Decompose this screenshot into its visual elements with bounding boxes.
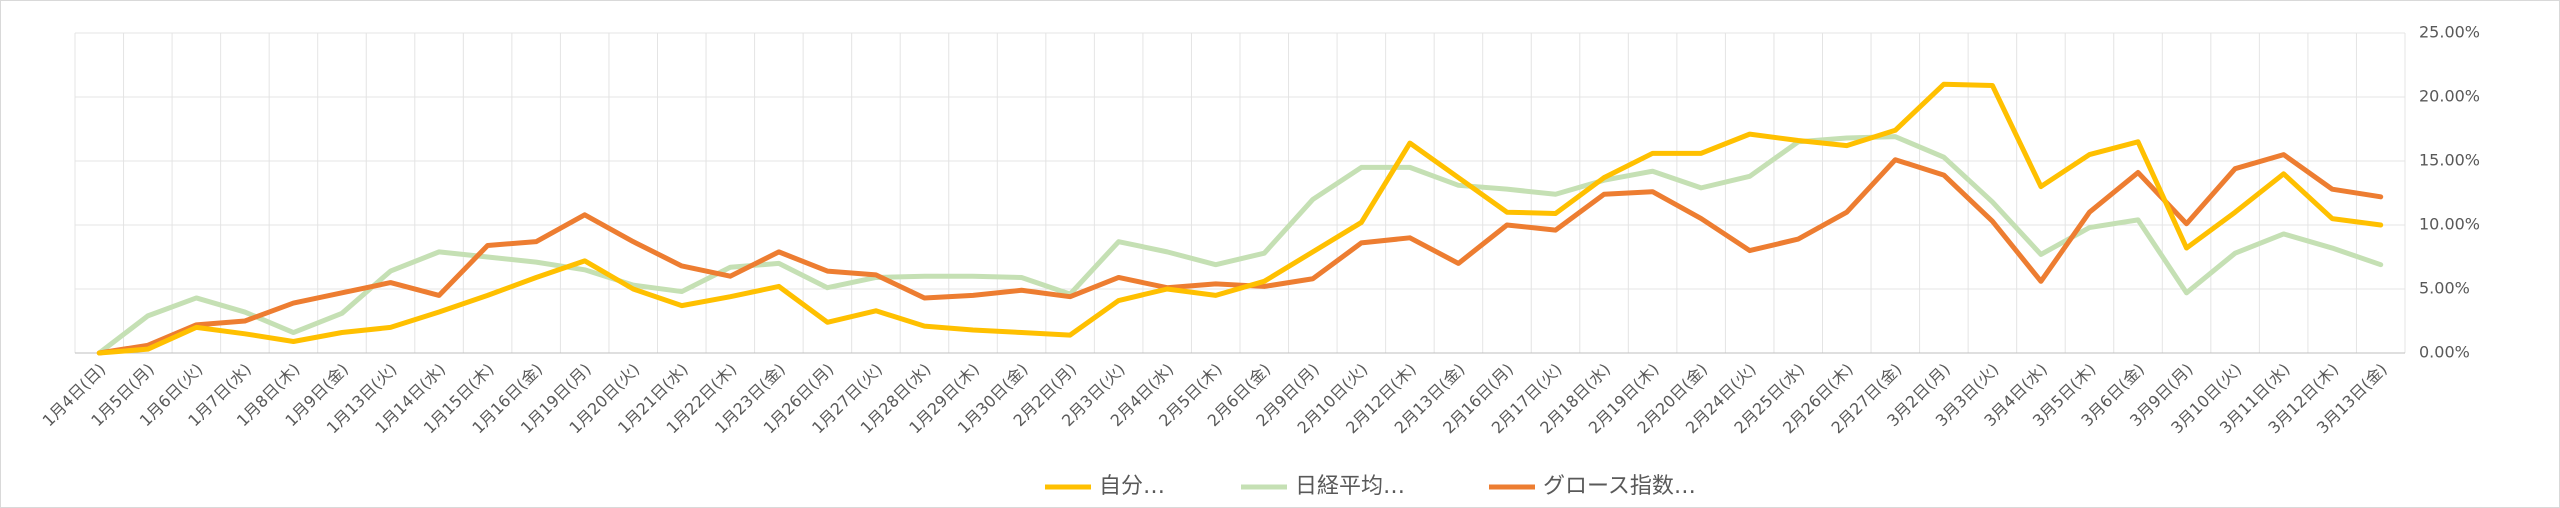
y-tick-label: 10.00% xyxy=(2419,215,2480,234)
y-tick-label: 25.00% xyxy=(2419,23,2480,42)
y-tick-label: 0.00% xyxy=(2419,343,2470,362)
y-tick-label: 5.00% xyxy=(2419,279,2470,298)
series-line xyxy=(96,81,2384,356)
series-line xyxy=(96,152,2384,356)
legend-text: 日経平均… xyxy=(1295,474,1405,499)
legend-text: グロース指数… xyxy=(1543,474,1696,499)
legend-text: 自分… xyxy=(1099,474,1165,499)
y-tick-label: 15.00% xyxy=(2419,151,2480,170)
y-tick-label: 20.00% xyxy=(2419,87,2480,106)
